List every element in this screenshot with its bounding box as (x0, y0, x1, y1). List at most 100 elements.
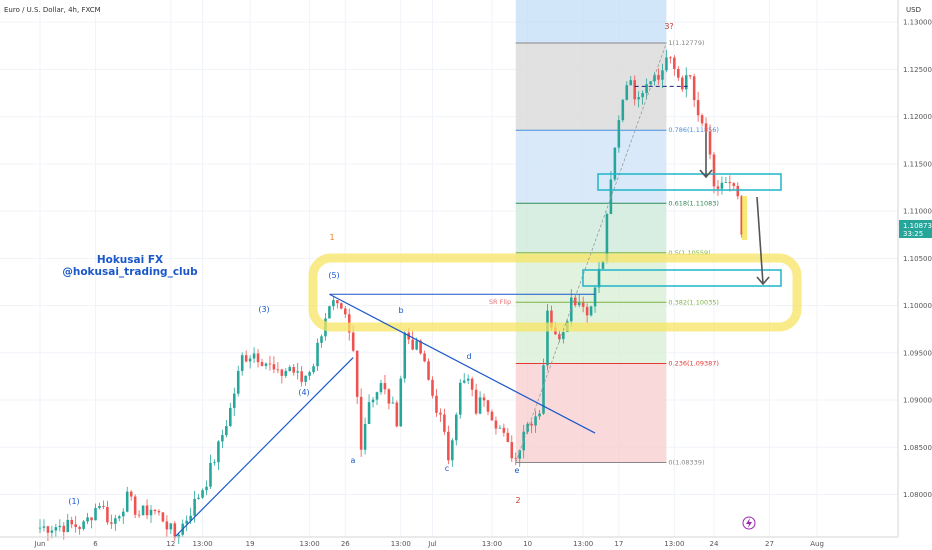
y-tick-label: 1.12500 (903, 66, 932, 74)
candle-body (700, 115, 704, 124)
candle-body (581, 302, 585, 307)
candle-body (601, 260, 605, 269)
candle-body (161, 512, 165, 522)
fib-zone (515, 203, 667, 253)
x-tick-label: 13:00 (391, 540, 411, 548)
x-tick-label: 19 (246, 540, 255, 548)
candle-body (363, 423, 367, 450)
candle-body (526, 423, 529, 432)
candle-body (304, 375, 307, 382)
candle-body (462, 380, 466, 383)
wave-label-b: b (398, 306, 403, 315)
candle-body (696, 100, 700, 116)
fib-level-label: 0.618(1.11083) (668, 199, 719, 207)
candle-body (292, 367, 296, 373)
wave-label-4: (4) (298, 388, 309, 397)
y-axis[interactable]: 1.08000 1.08500 1.09000 1.09500 1.10000 1.105… (897, 0, 932, 550)
candle-body (62, 525, 66, 533)
candle-body (411, 339, 414, 350)
wave-label-3: (3) (258, 305, 269, 314)
candle-body (320, 336, 323, 343)
candle-body (260, 362, 264, 366)
x-tick-label: 13:00 (192, 540, 212, 548)
y-tick-label: 1.09000 (903, 397, 932, 405)
candle-body (213, 462, 216, 464)
x-tick-label: 13:00 (482, 540, 502, 548)
x-tick-label: 13:00 (664, 540, 684, 548)
sr-flip-label: SR Flip (489, 298, 511, 306)
candle-body (58, 525, 62, 528)
candle-body (708, 131, 712, 155)
candle-body (613, 147, 617, 180)
countdown: 33:25 (903, 230, 923, 238)
highlight-zone (308, 253, 802, 332)
fib-level-label: 0.786(1.11856) (668, 126, 719, 134)
candle-body (684, 75, 688, 90)
candle-body (573, 297, 577, 306)
candle-body (712, 154, 716, 187)
candle-body (625, 85, 629, 100)
candle-body (569, 297, 573, 322)
candle-body (617, 120, 621, 148)
x-axis[interactable]: Jun 6 12 13:00 19 13:00 26 13:00 Jul 13:00 10 13:00… (0, 536, 898, 548)
candle-body (86, 517, 89, 522)
wave-label-e: e (515, 466, 520, 475)
candle-body (692, 76, 696, 101)
candle-body (78, 527, 81, 529)
candle-body (240, 355, 244, 371)
candle-body (498, 427, 502, 429)
candle-body (665, 57, 668, 71)
candle-body (474, 389, 478, 414)
candle-body (193, 498, 196, 516)
wave-trendline (174, 357, 354, 538)
candle-body (482, 397, 486, 401)
candle-body (50, 530, 54, 533)
candle-body (716, 186, 720, 189)
candle-body (118, 516, 121, 519)
wave-label-red-2: 2 (515, 496, 520, 505)
candle-body (340, 303, 343, 309)
candle-body (387, 389, 391, 404)
y-tick-label: 1.11500 (903, 160, 932, 168)
x-tick-label: 6 (93, 540, 98, 548)
candle-body (106, 507, 109, 523)
triangle-trendline (329, 293, 596, 434)
candle-body (423, 353, 426, 362)
y-tick-label: 1.10500 (903, 255, 932, 263)
candle-body (447, 431, 450, 461)
y-tick-label: 1.08500 (903, 444, 932, 452)
candle-body (443, 414, 446, 432)
candle-body (209, 462, 212, 487)
candle-body (264, 363, 268, 366)
candle-body (316, 342, 319, 367)
drawings: (1) (3) (4) (5) a b c d e 1 2 3? SR Flip (68, 22, 802, 538)
candle-body (66, 519, 70, 533)
fib-zone (515, 130, 667, 204)
x-tick-label: 27 (765, 540, 774, 548)
candle-body (637, 97, 640, 100)
candle-body (248, 358, 252, 362)
current-price-value: 1.10873 (903, 222, 932, 230)
wave-label-d: d (466, 352, 471, 361)
candle-body (189, 515, 192, 521)
fib-zones (515, 0, 667, 463)
candle-body (399, 378, 403, 427)
candle-body (149, 509, 153, 516)
arrow-down-2 (756, 196, 764, 285)
candle-body (732, 183, 736, 186)
fib-level-label: 0(1.08339) (668, 458, 704, 466)
candle-body (454, 414, 458, 441)
candle-body (621, 99, 625, 121)
event-icon[interactable] (742, 516, 756, 530)
wave-label-red-3: 3? (664, 22, 673, 31)
candle-body (427, 361, 430, 380)
symbol-title[interactable]: Euro / U.S. Dollar, 4h, FXCM (4, 6, 101, 14)
y-tick-label: 1.12000 (903, 113, 932, 121)
candle-body (641, 93, 644, 98)
currency-label: USD (906, 6, 921, 14)
x-tick-label: Aug (810, 540, 824, 548)
candle-body (502, 427, 506, 433)
candle-body (98, 506, 101, 508)
candle-body (328, 306, 331, 319)
